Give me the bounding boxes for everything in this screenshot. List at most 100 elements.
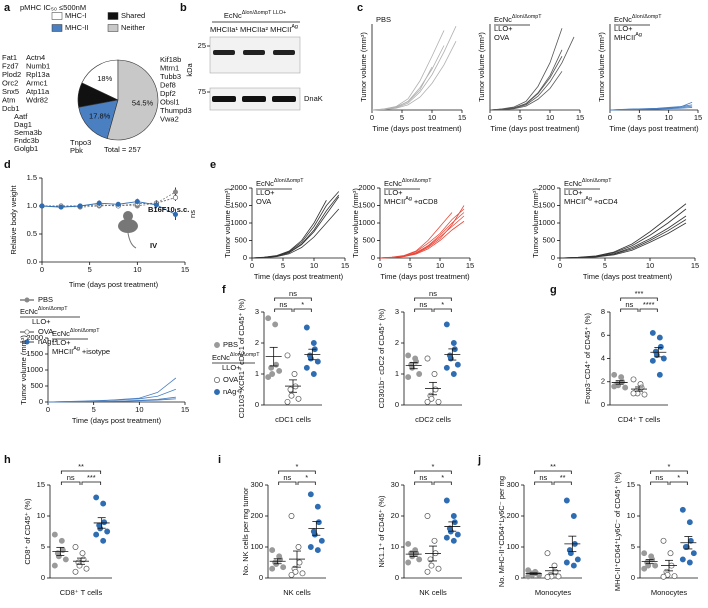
marker xyxy=(134,198,140,205)
dot xyxy=(288,571,295,578)
series-line xyxy=(47,377,177,403)
y-tick-label: 15 xyxy=(627,480,635,489)
panel-letter: c xyxy=(357,2,363,14)
legend-swatch xyxy=(107,12,119,20)
dot xyxy=(563,559,570,566)
significance-label: * xyxy=(677,473,680,482)
superscript: Δlon/ΔompT xyxy=(402,178,432,184)
dot xyxy=(431,537,438,544)
dot xyxy=(424,355,431,362)
blot-header: EcNcΔlon/ΔompT LLO+ xyxy=(224,10,286,20)
text-part: EcNc xyxy=(384,179,402,188)
x-tick-label: 10 xyxy=(133,265,141,274)
gene: Sema3b xyxy=(14,128,42,137)
annotation: EcNcΔlon/ΔompT xyxy=(494,14,542,24)
series-line xyxy=(489,71,563,111)
gene: Thumpd3 xyxy=(160,106,192,115)
dot xyxy=(284,398,291,405)
dot xyxy=(622,384,629,391)
y-axis-label: Tumor volume (mm³) xyxy=(531,188,540,258)
annotation: B16F10 s.c. xyxy=(148,205,189,214)
legend-label: Neither xyxy=(121,23,146,32)
dot xyxy=(443,321,450,328)
dot xyxy=(630,376,637,383)
y-tick-label: 0 xyxy=(515,573,519,582)
significance-label: ns xyxy=(67,473,75,482)
significance-label: **** xyxy=(643,300,655,309)
gene: Fndc3b xyxy=(14,136,39,145)
dot xyxy=(416,556,423,563)
x-axis-label: NK cells xyxy=(419,588,447,597)
gene: Def8 xyxy=(160,80,176,89)
mouse-icon xyxy=(118,219,138,233)
dot xyxy=(435,565,442,572)
band xyxy=(273,50,295,55)
significance-label: *** xyxy=(635,289,644,298)
y-tick-label: 500 xyxy=(234,235,247,244)
significance-label: *** xyxy=(87,473,96,482)
y-tick-label: 500 xyxy=(362,235,375,244)
significance-label: ** xyxy=(560,473,566,482)
x-tick-label: 15 xyxy=(694,113,702,122)
significance-bracket xyxy=(278,481,297,485)
significance-label: ns xyxy=(283,473,291,482)
marker xyxy=(77,203,83,209)
dot xyxy=(405,540,412,547)
gene: Plod2 xyxy=(2,70,21,79)
legend-marker xyxy=(214,342,220,348)
dot xyxy=(454,531,461,538)
y-tick-label: 200 xyxy=(506,511,519,520)
dot xyxy=(671,573,678,580)
dot xyxy=(310,340,317,346)
y-tick-label: 1 xyxy=(255,369,259,378)
y-tick-label: 0 xyxy=(39,397,43,406)
y-tick-label: 0 xyxy=(371,253,375,262)
dot xyxy=(657,343,664,350)
legend-label: nAg⁴² xyxy=(223,387,243,396)
x-tick-label: 10 xyxy=(310,261,318,270)
dot xyxy=(280,564,287,571)
y-axis-label: Tumor volume (mm³) xyxy=(359,32,368,102)
dot xyxy=(645,562,652,569)
dot xyxy=(59,547,66,554)
significance-label: ns xyxy=(279,300,287,309)
y-tick-label: 20 xyxy=(391,511,399,520)
x-tick-label: 5 xyxy=(603,261,607,270)
gene: Dcb1 xyxy=(2,104,20,113)
dot xyxy=(79,550,86,557)
y-tick-label: 200 xyxy=(250,511,263,520)
mouse-tail xyxy=(127,232,137,249)
annotation: MHCIIAg +αCD8 xyxy=(384,196,438,206)
annotation: PBS xyxy=(376,15,391,24)
dot xyxy=(291,371,298,377)
significance-bracket xyxy=(534,481,553,485)
x-tick-label: 0 xyxy=(46,405,50,414)
x-tick-label: 5 xyxy=(88,265,92,274)
y-tick-label: 0 xyxy=(551,253,555,262)
significance-label: ns xyxy=(289,289,297,298)
y-tick-label: 10 xyxy=(627,511,635,520)
y-axis-label: Foxp3⁻CD4⁺ of CD45⁺ (%) xyxy=(583,312,592,404)
significance-label: ** xyxy=(550,462,556,471)
dot xyxy=(265,315,272,322)
dot xyxy=(318,537,325,544)
series-line xyxy=(379,205,465,259)
value-label: 54.5% xyxy=(132,98,154,107)
x-tick-label: 10 xyxy=(646,261,654,270)
significance-label: * xyxy=(441,300,444,309)
dot xyxy=(641,565,648,572)
text-part: MHCII xyxy=(614,33,635,42)
x-axis-label: Monocytes xyxy=(651,588,688,597)
gene: Dpf2 xyxy=(160,89,176,98)
significance-bracket xyxy=(534,470,572,474)
y-tick-label: 0 xyxy=(243,253,247,262)
y-tick-label: 1000 xyxy=(26,365,43,374)
x-axis-label: cDC1 cells xyxy=(275,415,311,424)
y-tick-label: 8 xyxy=(601,307,605,316)
x-tick-label: 10 xyxy=(546,113,554,122)
dot xyxy=(269,547,276,554)
y-tick-label: 15 xyxy=(37,480,45,489)
significance-label: ** xyxy=(78,462,84,471)
gene: Wdr82 xyxy=(26,95,48,104)
panel-letter: f xyxy=(222,284,226,296)
